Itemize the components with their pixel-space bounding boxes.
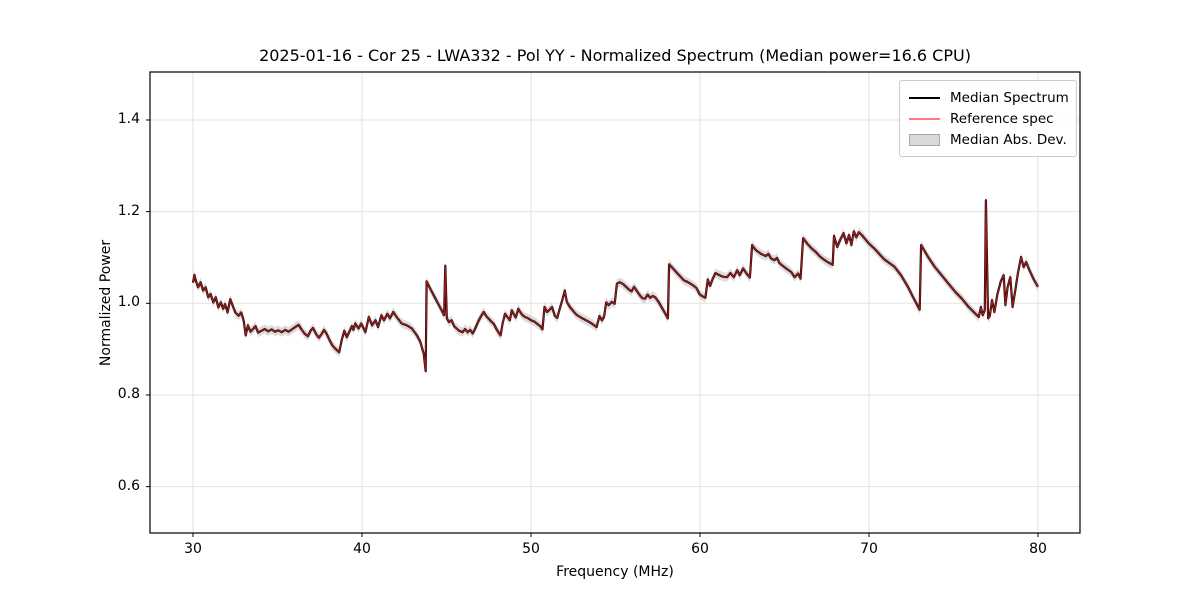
legend-label-median-abs-dev: Median Abs. Dev. (950, 131, 1067, 148)
x-tick-label: 70 (860, 541, 878, 557)
legend-label-reference-spec: Reference spec (950, 110, 1054, 127)
legend-item-median-spectrum: Median Spectrum (909, 87, 1069, 108)
x-axis-label: Frequency (MHz) (556, 564, 674, 580)
x-tick-label: 30 (184, 541, 202, 557)
y-tick-label: 1.4 (117, 110, 140, 127)
legend-item-reference-spec: Reference spec (909, 108, 1067, 129)
x-tick-label: 50 (522, 541, 540, 557)
mad-band (193, 195, 1038, 376)
median-abs-dev-patch-swatch-icon (909, 133, 940, 146)
legend-label-median-spectrum: Median Spectrum (950, 89, 1069, 106)
y-tick-label: 0.6 (117, 477, 140, 494)
x-tick-label: 60 (691, 541, 709, 557)
legend-item-median-abs-dev: Median Abs. Dev. (909, 129, 1067, 150)
median-spectrum-path (191, 199, 1039, 373)
x-tick-label: 80 (1029, 541, 1047, 557)
y-tick-label: 1.2 (117, 202, 140, 219)
y-tick-label: 0.8 (117, 385, 140, 402)
median-spectrum-line-swatch-icon (909, 96, 940, 99)
legend-box: Median Spectrum Reference spec Median Ab… (899, 80, 1077, 157)
chart-title: 2025-01-16 - Cor 25 - LWA332 - Pol YY - … (259, 46, 971, 65)
y-tick-label: 1.0 (117, 294, 140, 311)
x-tick-label: 40 (353, 541, 371, 557)
axes-frame (149, 71, 1081, 534)
reference-spec-path (192, 199, 1039, 372)
reference-spec-line-swatch-icon (909, 117, 940, 120)
